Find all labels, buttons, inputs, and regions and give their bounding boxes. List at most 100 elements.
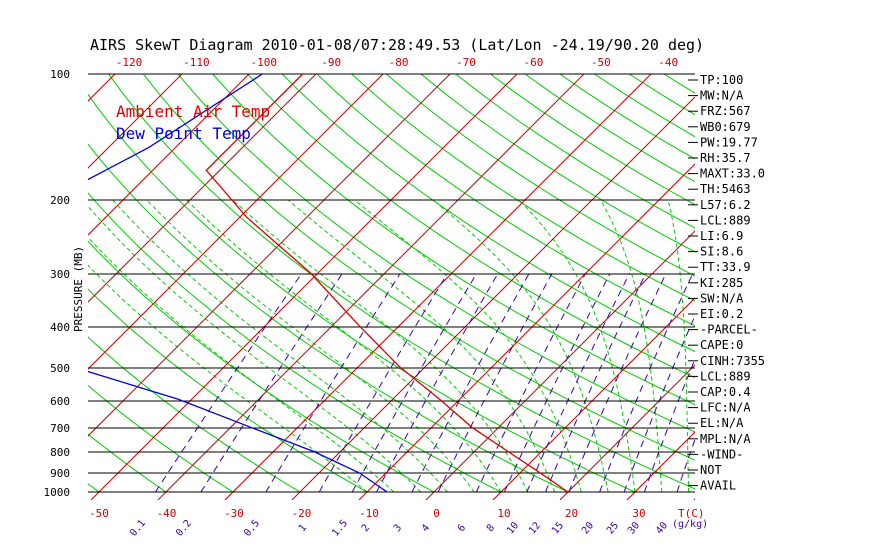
- moist-adiabat: [185, 199, 502, 493]
- ambient-air-temp-line: [205, 74, 569, 493]
- temp-tick-bottom: 20: [565, 507, 578, 520]
- dry-adiabat: [316, 74, 695, 327]
- mixing-ratio-line: [351, 273, 478, 493]
- adiabats-layer: [88, 74, 695, 493]
- temp-tick-bottom: -50: [89, 507, 109, 520]
- mixing-ratio-layer: [154, 273, 695, 493]
- mixing-ratio-line: [411, 273, 530, 493]
- dry-adiabat: [142, 74, 695, 461]
- index-label: MW:N/A: [700, 89, 744, 103]
- index-label: LCL:889: [700, 369, 751, 383]
- temp-tick-top: -40: [658, 56, 678, 69]
- dry-adiabat: [108, 74, 695, 490]
- dry-adiabat: [420, 74, 695, 253]
- temp-tick-bottom: -20: [292, 507, 312, 520]
- mixing-ratio-tick: 2: [360, 523, 372, 535]
- isotherm: [291, 96, 695, 500]
- index-label: MAXT:33.0: [700, 167, 765, 181]
- index-label: MPL:N/A: [700, 432, 751, 446]
- isobars-layer: 100 200 300 400 500 600 700 800 900 1000: [44, 68, 695, 499]
- index-label: TT:33.9: [700, 260, 751, 274]
- dry-adiabat: [177, 74, 695, 433]
- index-label: LFC:N/A: [700, 401, 751, 415]
- pressure-tick-label: 800: [50, 446, 70, 459]
- temp-tick-top: -100: [251, 56, 278, 69]
- pressure-tick-label: 1000: [44, 486, 71, 499]
- moist-adiabat: [88, 205, 421, 493]
- x-axis-label: T(C): [678, 507, 705, 520]
- index-label: CAPE:0: [700, 338, 743, 352]
- moist-adiabat: [146, 199, 475, 493]
- mixing-ratio-unit-label: (g/kg): [672, 519, 708, 530]
- temp-tick-top: -70: [456, 56, 476, 69]
- dry-adiabat: [88, 433, 167, 493]
- temp-tick-bottom: 10: [497, 507, 510, 520]
- index-label: KI:285: [700, 276, 743, 290]
- index-label: SI:8.6: [700, 245, 743, 259]
- isotherm: [559, 364, 695, 500]
- index-label: TP:100: [700, 73, 743, 87]
- isotherm: [425, 230, 695, 500]
- index-label: L57:6.2: [700, 198, 751, 212]
- dry-adiabat: [88, 384, 234, 493]
- index-label: NOT: [700, 463, 722, 477]
- index-label: TH:5463: [700, 182, 751, 196]
- index-label: WB0:679: [700, 120, 751, 134]
- pressure-tick-label: 200: [50, 194, 70, 207]
- isotherm: [157, 74, 585, 500]
- moist-adiabat: [287, 199, 556, 493]
- isotherm: [88, 74, 317, 303]
- temp-tick-top: -50: [591, 56, 611, 69]
- mixing-ratio-tick: 4: [420, 523, 432, 535]
- dry-adiabat: [88, 336, 301, 493]
- temp-tick-bottom: 0: [433, 507, 440, 520]
- moist-adiabat: [88, 236, 395, 493]
- temp-tick-top: -80: [389, 56, 409, 69]
- isotherm: [88, 74, 451, 437]
- moist-adiabat: [599, 199, 663, 493]
- dry-adiabat: [212, 74, 695, 406]
- chart-title: AIRS SkewT Diagram 2010-01-08/07:28:49.5…: [90, 36, 704, 54]
- pressure-tick-label: 500: [50, 362, 70, 375]
- mixing-ratio-line: [599, 273, 694, 493]
- index-label: RH:35.7: [700, 151, 751, 165]
- temp-tick-top: -90: [321, 56, 341, 69]
- mixing-ratio-line: [200, 273, 343, 493]
- temp-tick-top: -120: [116, 56, 143, 69]
- mixing-ratio-tick: 8: [485, 523, 497, 535]
- index-label: EI:0.2: [700, 307, 743, 321]
- mixing-ratio-line: [526, 273, 631, 493]
- mixing-ratio-tick: 1: [297, 523, 309, 535]
- dry-adiabat: [88, 143, 569, 493]
- mixing-ratio-line: [376, 273, 499, 493]
- index-label: PW:19.77: [700, 135, 758, 149]
- mixing-ratio-line: [154, 273, 303, 493]
- moist-adiabat: [112, 199, 448, 493]
- pressure-tick-label: 600: [50, 395, 70, 408]
- index-label: CAP:0.4: [700, 385, 751, 399]
- moist-adiabat: [232, 199, 529, 493]
- index-label: EL:N/A: [700, 416, 744, 430]
- index-label: LI:6.9: [700, 229, 743, 243]
- index-label: -WIND-: [700, 447, 743, 461]
- isotherms-layer: [88, 74, 695, 500]
- moist-adiabat: [667, 199, 690, 492]
- temp-tick-top: -110: [183, 56, 210, 69]
- index-label: AVAIL: [700, 479, 736, 493]
- moist-adiabat: [432, 199, 609, 493]
- index-label: CINH:7355: [700, 354, 765, 368]
- dry-adiabat: [247, 74, 695, 379]
- moist-adiabat: [518, 199, 636, 493]
- mixing-ratio-line: [265, 273, 401, 493]
- isotherm: [88, 74, 183, 169]
- isotherm: [88, 74, 250, 236]
- pressure-tick-label: 400: [50, 321, 70, 334]
- index-label: LCL:889: [700, 213, 751, 227]
- pressure-tick-label: 700: [50, 422, 70, 435]
- index-label: FRZ:567: [700, 104, 751, 118]
- y-axis-label: PRESSURE (MB): [72, 246, 85, 332]
- legend-ambient-air-temp: Ambient Air Temp: [116, 102, 270, 121]
- temp-tick-bottom: -30: [224, 507, 244, 520]
